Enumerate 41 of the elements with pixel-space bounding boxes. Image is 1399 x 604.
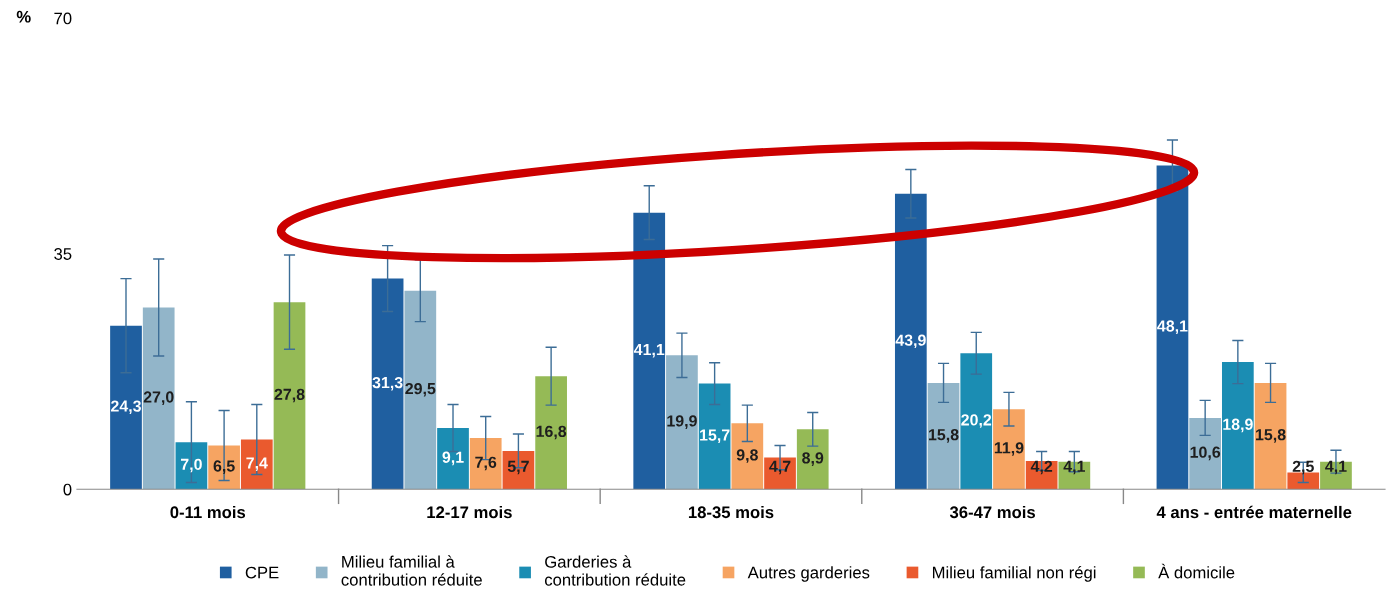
- data-label: 4,1: [1325, 460, 1347, 475]
- y-tick-label: 70: [54, 12, 72, 25]
- legend-label: Milieu familial à contribution réduite: [341, 555, 482, 586]
- legend-label: CPE: [245, 566, 279, 579]
- data-label: 4,2: [1030, 460, 1053, 475]
- y-axis-title: %: [16, 10, 31, 23]
- data-label: 41,1: [633, 344, 665, 358]
- data-label: 9,8: [736, 449, 758, 463]
- x-tick-label: 0-11 mois: [170, 505, 246, 519]
- legend-label: Autres garderies: [747, 566, 870, 582]
- data-label: 29,5: [405, 382, 436, 397]
- data-label: 24,3: [111, 400, 141, 415]
- data-label: 7,6: [475, 456, 497, 471]
- data-label: 11,9: [994, 442, 1024, 456]
- data-label: 27,0: [143, 391, 174, 405]
- data-label: 43,9: [895, 334, 926, 349]
- data-label: 5,7: [507, 460, 529, 475]
- y-tick-label: 35: [54, 248, 72, 260]
- data-label: 15,7: [700, 429, 730, 444]
- data-label: 7,0: [180, 458, 202, 473]
- legend-label: Milieu familial non régi: [932, 566, 1096, 582]
- data-label: 15,8: [929, 429, 959, 443]
- data-label: 8,9: [802, 452, 824, 466]
- data-label: 9,1: [442, 451, 464, 466]
- data-label: 27,8: [274, 388, 305, 403]
- legend-label: À domicile: [1158, 563, 1235, 579]
- x-tick-label: 36-47 mois: [949, 505, 1035, 519]
- legend-label: Garderies à contribution réduite: [544, 555, 686, 586]
- data-label: 31,3: [372, 376, 403, 391]
- data-label: 16,8: [536, 425, 567, 440]
- x-tick-label: 12-17 mois: [427, 505, 512, 519]
- x-tick-label: 4 ans - entrée maternelle: [1156, 505, 1352, 519]
- x-tick-label: 18-35 mois: [688, 505, 774, 519]
- y-tick-label: 0: [63, 483, 72, 496]
- data-label: 20,2: [961, 414, 992, 428]
- data-label: 10,6: [1190, 446, 1221, 461]
- data-label: 18,9: [1223, 418, 1253, 433]
- data-label: 48,1: [1157, 320, 1188, 334]
- data-label: 19,9: [667, 415, 697, 429]
- data-label: 4,7: [769, 460, 791, 475]
- data-label: 15,8: [1256, 429, 1286, 443]
